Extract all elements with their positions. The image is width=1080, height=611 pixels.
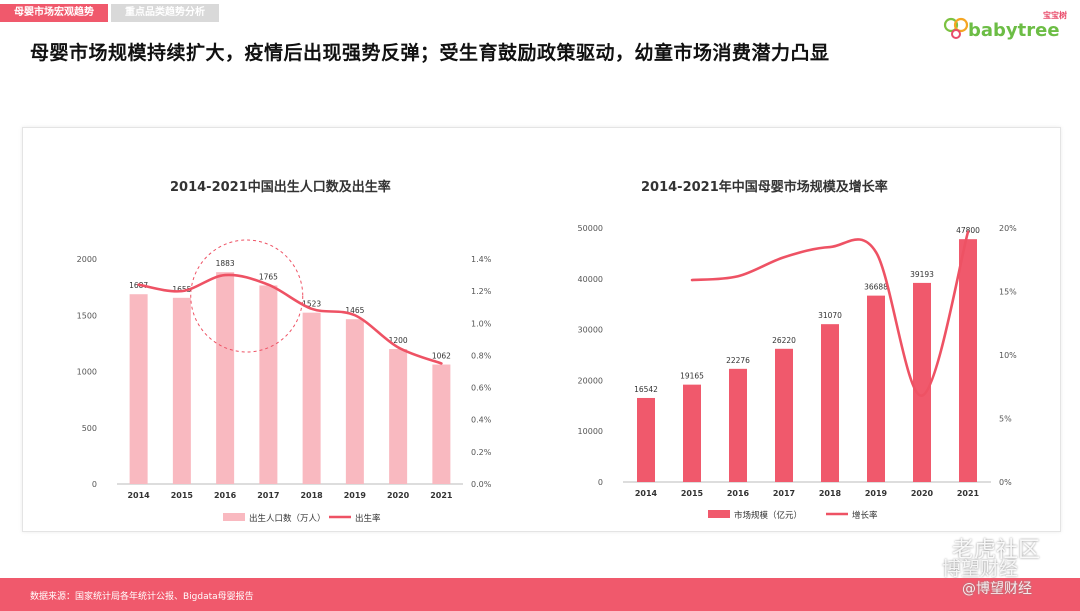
y-tick-label: 2000	[77, 255, 97, 264]
bar	[172, 297, 191, 484]
bar-value-label: 31070	[818, 311, 842, 320]
bar-value-label: 1062	[432, 352, 451, 361]
x-tick-label: 2018	[819, 489, 842, 498]
bar	[432, 364, 451, 484]
y2-tick-label: 1.4%	[471, 255, 492, 264]
y-tick-label: 0	[598, 478, 603, 487]
y-tick-label: 0	[92, 480, 97, 489]
tab-macro-trend[interactable]: 母婴市场宏观趋势	[0, 4, 108, 22]
bar-value-label: 1200	[389, 336, 408, 345]
page-headline: 母婴市场规模持续扩大，疫情后出现强势反弹；受生育鼓励政策驱动，幼童市场消费潜力凸…	[30, 42, 830, 64]
bar	[913, 282, 931, 482]
tab-category-trend[interactable]: 重点品类趋势分析	[111, 4, 219, 22]
bar-value-label: 1765	[259, 272, 278, 281]
y2-tick-label: 1.2%	[471, 287, 492, 296]
bar-value-label: 16542	[634, 385, 658, 394]
chart1-title: 2014-2021中国出生人口数及出生率	[170, 180, 391, 195]
bar-value-label: 39193	[910, 270, 934, 279]
x-tick-label: 2017	[773, 489, 795, 498]
y2-tick-label: 20%	[999, 224, 1017, 233]
x-tick-label: 2014	[127, 491, 150, 500]
annotation-circle	[190, 239, 304, 353]
legend-bar-swatch	[708, 510, 730, 518]
y-tick-label: 30000	[578, 326, 603, 335]
y2-tick-label: 0.2%	[471, 448, 492, 457]
bar	[959, 239, 977, 482]
legend-line-label: 出生率	[355, 513, 381, 524]
y2-tick-label: 10%	[999, 351, 1017, 360]
bar-value-label: 1465	[345, 306, 364, 315]
bar-value-label: 26220	[772, 336, 796, 345]
x-tick-label: 2019	[865, 489, 888, 498]
y2-tick-label: 15%	[999, 288, 1017, 297]
x-tick-label: 2017	[257, 491, 279, 500]
bar	[867, 295, 885, 482]
bar-value-label: 1883	[216, 259, 235, 268]
bar	[259, 285, 278, 484]
watermark-line1: 老虎社区	[952, 538, 1041, 563]
bar	[389, 349, 408, 484]
bar	[637, 397, 655, 482]
y-tick-label: 10000	[578, 427, 603, 436]
chart-panel: 2014-2021中国出生人口数及出生率 2014-2021年中国母婴市场规模及…	[22, 127, 1061, 532]
legend-bar-label: 出生人口数（万人）	[249, 513, 326, 524]
chart1-svg: 0 500 1000 1500 2000 0.0% 0.2% 0.4% 0.6% 0.8% 1.0%…	[77, 239, 492, 524]
logo-brand-text: babytree	[968, 20, 1060, 41]
watermark-line3: @博望财经	[962, 581, 1032, 597]
x-tick-label: 2019	[344, 491, 367, 500]
x-tick-label: 2020	[387, 491, 410, 500]
data-source: 数据来源：国家统计局各年统计公报、Bigdata母婴报告	[30, 592, 254, 602]
y2-tick-label: 5%	[999, 415, 1012, 424]
bar	[775, 348, 793, 482]
bar	[729, 368, 747, 482]
watermark-line2: 博望财经	[942, 558, 1019, 580]
y-tick-label: 500	[82, 424, 97, 433]
babytree-logo: babytree 宝宝树	[942, 8, 1072, 44]
bar	[821, 324, 839, 482]
x-tick-label: 2015	[681, 489, 704, 498]
bar	[302, 312, 321, 484]
legend-bar-swatch	[223, 513, 245, 521]
x-tick-label: 2016	[214, 491, 237, 500]
bar-value-label: 19165	[680, 372, 704, 381]
bar	[216, 272, 235, 484]
legend-bar-label: 市场规模（亿元）	[734, 510, 802, 521]
bar	[345, 319, 364, 484]
bar-value-label: 36688	[864, 283, 888, 292]
x-tick-label: 2021	[430, 491, 453, 500]
logo-sub-text: 宝宝树	[1043, 10, 1067, 20]
x-tick-label: 2020	[911, 489, 934, 498]
chart2-title: 2014-2021年中国母婴市场规模及增长率	[641, 180, 888, 195]
footer-bar: 数据来源：国家统计局各年统计公报、Bigdata母婴报告	[0, 578, 1080, 611]
y2-tick-label: 0.4%	[471, 416, 492, 425]
bar-value-label: 22276	[726, 356, 750, 365]
chart2-svg: 0 10000 20000 30000 40000 50000 0% 5% 10% 15% 20% 1…	[578, 224, 1018, 521]
y2-tick-label: 1.0%	[471, 319, 492, 328]
y-tick-label: 50000	[578, 224, 603, 233]
x-tick-label: 2021	[957, 489, 980, 498]
tab-bar: 母婴市场宏观趋势 重点品类趋势分析	[0, 4, 219, 22]
line-series	[137, 273, 443, 365]
y-tick-label: 40000	[578, 275, 603, 284]
y-tick-label: 1000	[77, 368, 97, 377]
legend-line-label: 增长率	[852, 510, 878, 521]
x-tick-label: 2014	[635, 489, 658, 498]
bar-value-label: 1655	[172, 285, 191, 294]
x-tick-label: 2018	[300, 491, 323, 500]
y2-tick-label: 0.6%	[471, 384, 492, 393]
y2-tick-label: 0.8%	[471, 351, 492, 360]
line-series	[690, 230, 970, 397]
y-tick-label: 20000	[578, 376, 603, 385]
bar	[683, 384, 701, 482]
y2-tick-label: 0.0%	[471, 480, 492, 489]
y-tick-label: 1500	[77, 311, 97, 320]
bar	[129, 294, 148, 484]
bar-value-label: 1523	[302, 300, 321, 309]
x-tick-label: 2016	[727, 489, 750, 498]
y2-tick-label: 0%	[999, 478, 1012, 487]
x-tick-label: 2015	[171, 491, 194, 500]
